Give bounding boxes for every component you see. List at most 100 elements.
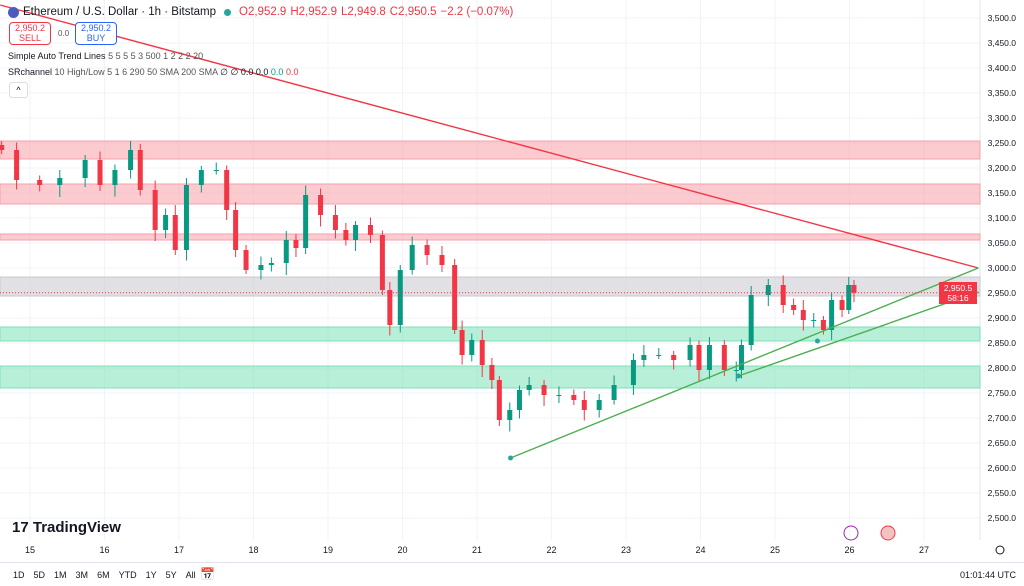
candle-body: [112, 170, 118, 185]
tv-logo-icon: 17: [12, 519, 33, 536]
candle-body: [571, 395, 577, 400]
range-1d[interactable]: 1D: [13, 570, 25, 580]
candle-body: [397, 270, 403, 325]
y-tick-label: 2,950.0: [988, 288, 1017, 298]
market-status-icon: [224, 8, 232, 16]
resistance-zone[interactable]: [0, 183, 981, 205]
support-zone[interactable]: [0, 326, 981, 342]
clock[interactable]: 01:01:44 UTC: [959, 570, 1016, 580]
y-tick-label: 2,550.0: [988, 488, 1017, 498]
y-tick-label: 3,400.0: [988, 63, 1017, 73]
x-tick-label: 23: [621, 545, 631, 555]
indicator-name: Simple Auto Trend Lines: [8, 51, 106, 61]
x-tick-label: 15: [25, 545, 35, 555]
goto-date-icon[interactable]: 📅: [200, 567, 215, 581]
candle-body: [387, 290, 393, 325]
range-1y[interactable]: 1Y: [145, 570, 157, 580]
range-6m[interactable]: 6M: [97, 570, 110, 580]
y-tick-label: 2,850.0: [988, 338, 1017, 348]
candle-body: [343, 230, 349, 240]
candle-body: [293, 240, 299, 248]
candle-body: [733, 370, 739, 371]
ohlc-low: L2,949.8: [341, 6, 386, 18]
settings-icon[interactable]: [995, 545, 1005, 555]
pivot-point: [814, 338, 820, 344]
last-price-label: 2,950.5 58:16: [939, 282, 977, 304]
range-5d[interactable]: 5D: [33, 570, 46, 580]
candle-body: [556, 395, 562, 396]
candle-body: [14, 150, 20, 180]
candle-body: [496, 380, 502, 420]
candle-body: [258, 265, 264, 270]
y-tick-label: 3,050.0: [988, 238, 1017, 248]
y-tick-label: 2,800.0: [988, 363, 1017, 373]
sell-button[interactable]: 2,950.2 SELL: [9, 22, 51, 45]
candle-body: [224, 170, 230, 210]
pivot-point: [508, 455, 514, 461]
trend-line[interactable]: [738, 291, 979, 377]
sell-label: SELL: [18, 33, 42, 43]
candle-body: [851, 285, 857, 293]
symbol-title[interactable]: Ethereum / U.S. Dollar · 1h · Bitstamp: [23, 6, 217, 18]
neutral-zone[interactable]: [0, 276, 981, 297]
indicator-value-green: 0.0: [270, 67, 284, 77]
x-tick-label: 21: [472, 545, 482, 555]
indicator-srchannel[interactable]: SRchannel 10 High/Low 5 1 6 290 50 SMA 2…: [8, 67, 298, 78]
candle-body: [846, 285, 852, 310]
range-all[interactable]: All: [185, 570, 196, 580]
bar-countdown: 58:16: [947, 293, 969, 303]
y-tick-label: 3,250.0: [988, 138, 1017, 148]
spread: 0.0: [58, 29, 70, 38]
range-1m[interactable]: 1M: [54, 570, 67, 580]
y-tick-label: 3,100.0: [988, 213, 1017, 223]
buy-button[interactable]: 2,950.2 BUY: [75, 22, 117, 45]
candle-body: [439, 255, 445, 265]
candle-body: [541, 385, 547, 395]
last-price: 2,950.5: [943, 283, 973, 293]
candle-body: [687, 345, 693, 360]
indicator-trendlines[interactable]: Simple Auto Trend Lines 5 5 5 5 3 500 1 …: [8, 51, 203, 61]
candle-body: [163, 215, 169, 230]
candle-body: [128, 150, 134, 170]
candle-body: [268, 263, 274, 265]
candle-body: [820, 320, 826, 330]
collapse-indicators-button[interactable]: ^: [9, 82, 28, 98]
trend-line[interactable]: [510, 267, 979, 459]
indicator-name: SRchannel: [8, 67, 53, 77]
candle-body: [721, 345, 727, 370]
range-5y[interactable]: 5Y: [165, 570, 177, 580]
tradingview-logo[interactable]: 17 TradingView: [12, 519, 121, 536]
ohlc-open: O2,952.9: [239, 6, 287, 18]
indicator-value-red: 0.0: [285, 67, 299, 77]
resistance-zone[interactable]: [0, 140, 981, 160]
sell-price: 2,950.2: [14, 23, 46, 33]
price-chart[interactable]: 15 16 17 18 19 20 21 22 23 24 25 26 27 3,500.0 3,450.0…: [0, 0, 1024, 562]
range-3m[interactable]: 3M: [75, 570, 89, 580]
indicator-params: 5 5 5 5 3 500 1 2 2 2 20: [108, 51, 204, 61]
candle-body: [152, 190, 158, 230]
y-tick-label: 3,500.0: [988, 13, 1017, 23]
candle-body: [780, 285, 786, 305]
ethereum-icon: [8, 6, 19, 18]
candle-body: [489, 365, 495, 380]
buy-label: BUY: [86, 33, 106, 43]
y-tick-label: 2,600.0: [988, 463, 1017, 473]
candle-body: [243, 250, 249, 270]
range-ytd[interactable]: YTD: [118, 570, 137, 580]
candle-body: [183, 185, 189, 250]
us-flag-icon[interactable]: [880, 525, 896, 541]
candle-body: [656, 355, 662, 356]
candle-body: [671, 355, 677, 360]
y-tick-label: 2,750.0: [988, 388, 1017, 398]
candle-body: [596, 400, 602, 410]
candle-body: [82, 160, 88, 178]
x-tick-label: 27: [919, 545, 929, 555]
candle-body: [424, 245, 430, 255]
y-tick-label: 3,000.0: [988, 263, 1017, 273]
trend-line[interactable]: [0, 4, 979, 269]
candle-body: [198, 170, 204, 185]
event-icon[interactable]: [843, 525, 859, 541]
candle-body: [303, 195, 309, 248]
resistance-zone[interactable]: [0, 233, 981, 241]
y-tick-label: 2,500.0: [988, 513, 1017, 523]
